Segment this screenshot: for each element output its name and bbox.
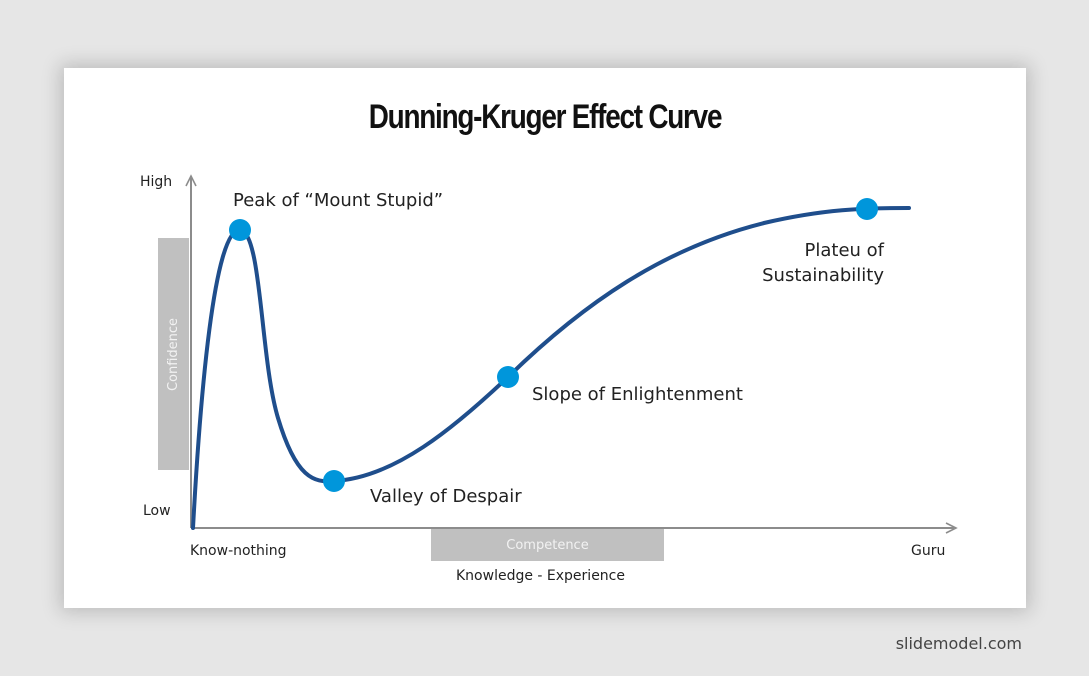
slide: Dunning-Kruger Effect Curve Confidence C…	[64, 68, 1026, 608]
x-axis-arrow-icon	[945, 522, 958, 534]
point-peak-mount-stupid	[229, 219, 251, 241]
label-plateau-of-sustainability: Plateu of Sustainability	[754, 238, 884, 288]
label-plateau-line2: Sustainability	[762, 265, 884, 286]
y-axis-arrow-icon	[185, 174, 197, 187]
label-peak-mount-stupid: Peak of “Mount Stupid”	[233, 190, 444, 211]
x-axis-end-label: Guru	[911, 543, 946, 559]
point-valley-of-despair	[323, 470, 345, 492]
y-axis-high-label: High	[140, 174, 173, 190]
confidence-label: Confidence	[166, 317, 181, 391]
confidence-band: Confidence	[158, 238, 189, 470]
label-slope-of-enlightenment: Slope of Enlightenment	[532, 384, 743, 405]
x-axis-start-label: Know-nothing	[190, 543, 287, 559]
point-slope-of-enlightenment	[497, 366, 519, 388]
diagram-title: Dunning-Kruger Effect Curve	[368, 98, 723, 136]
label-plateau-line1: Plateu of	[804, 240, 885, 261]
x-axis-title: Knowledge - Experience	[456, 568, 625, 584]
competence-band: Competence	[431, 529, 664, 561]
label-valley-of-despair: Valley of Despair	[370, 486, 522, 507]
y-axis-low-label: Low	[143, 503, 171, 519]
competence-label: Competence	[506, 537, 589, 553]
curve-diagram	[185, 174, 958, 534]
point-plateau-of-sustainability	[856, 198, 878, 220]
footer-watermark: slidemodel.com	[895, 634, 1022, 653]
